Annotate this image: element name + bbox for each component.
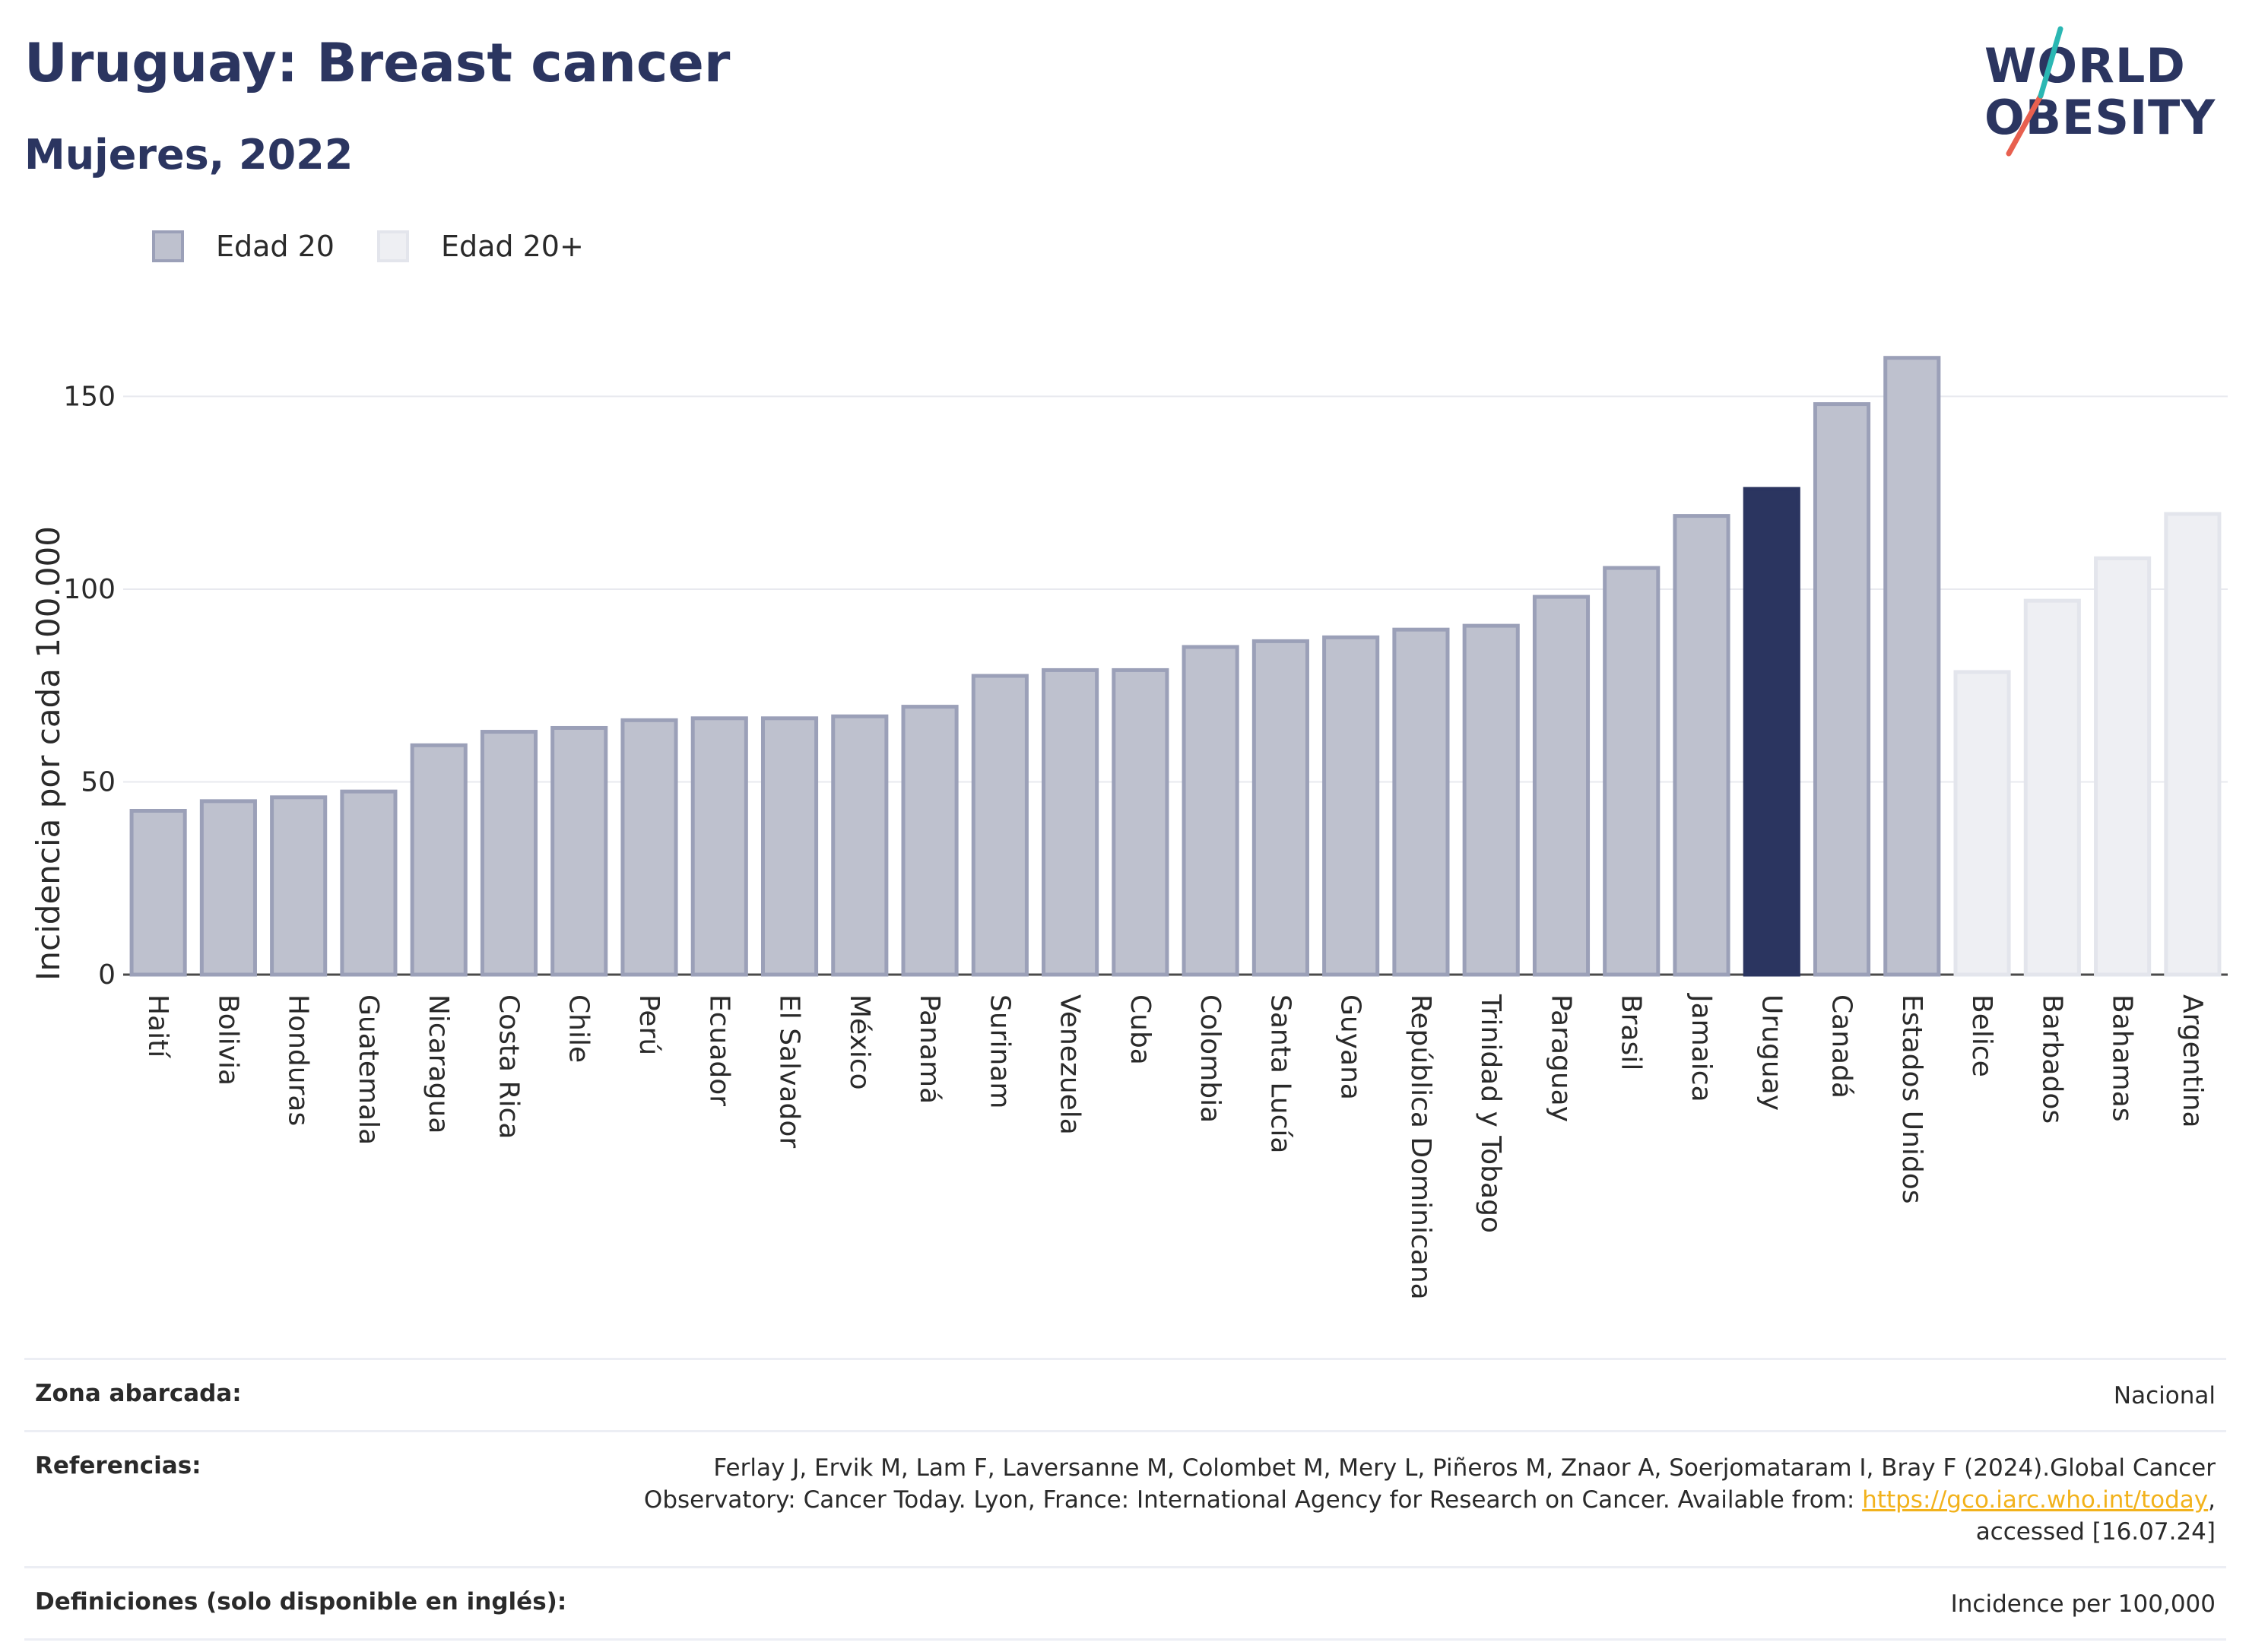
bar[interactable] <box>971 674 1029 977</box>
chart-gridlines <box>123 395 2228 976</box>
logo-slash-icon <box>2006 26 2063 157</box>
x-category-label: Bahamas <box>2107 994 2138 1122</box>
bar[interactable] <box>2164 512 2222 977</box>
bar[interactable] <box>1603 566 1661 977</box>
bar[interactable] <box>480 730 538 977</box>
bar[interactable] <box>1883 356 1941 977</box>
bar[interactable] <box>550 725 608 977</box>
info-row-zona: Zona abarcada: Nacional <box>24 1358 2226 1430</box>
bar[interactable] <box>1813 402 1871 977</box>
x-category-label: Paraguay <box>1545 994 1576 1122</box>
x-category-label: Perú <box>633 994 665 1055</box>
bar[interactable] <box>2023 598 2081 977</box>
bar[interactable] <box>831 714 889 977</box>
legend-item-edad-20[interactable]: Edad 20 <box>152 230 335 263</box>
x-category-label: República Dominicana <box>1405 994 1436 1300</box>
x-category-label: Jamaica <box>1686 993 1717 1102</box>
legend-swatch-edad-20 <box>152 230 184 262</box>
x-category-label: Estados Unidos <box>1896 994 1927 1204</box>
definiciones-label: Definiciones (solo disponible en inglés)… <box>35 1588 567 1616</box>
x-category-label: Venezuela <box>1055 994 1086 1135</box>
bar[interactable] <box>2094 556 2152 977</box>
bar[interactable] <box>620 718 678 977</box>
ref-text-2: , accessed [16.07.24] <box>1975 1486 2216 1546</box>
x-category-label: Chile <box>563 994 595 1063</box>
page-title: Uruguay: Breast cancer <box>24 32 731 94</box>
bar-chart: 0 50 100 150 Haití Bolivia Honduras Guatemala N… <box>30 356 2228 1300</box>
x-category-label: Honduras <box>283 994 314 1126</box>
bar[interactable] <box>1462 623 1520 977</box>
x-category-label: Brasil <box>1616 994 1647 1070</box>
bar[interactable] <box>1042 667 1099 977</box>
x-category-label: Cuba <box>1124 994 1156 1065</box>
chart-legend: Edad 20 Edad 20+ <box>152 227 626 266</box>
definiciones-value: Incidence per 100,000 <box>1950 1590 2216 1618</box>
x-category-label: Surinam <box>984 994 1015 1108</box>
page-subtitle: Mujeres, 2022 <box>24 131 354 179</box>
bar[interactable] <box>1182 645 1239 977</box>
bar[interactable] <box>1673 514 1730 977</box>
x-axis-categories: Haití Bolivia Honduras Guatemala Nicaragua Co… <box>142 993 2208 1300</box>
logo-text-line2: OBESITY <box>1984 90 2216 145</box>
x-category-label: Canadá <box>1826 994 1857 1099</box>
chart-bars <box>129 356 2222 977</box>
x-category-label: Haití <box>142 994 173 1058</box>
x-category-label: Belice <box>1966 994 1997 1077</box>
bar[interactable] <box>270 795 328 977</box>
info-row-definiciones: Definiciones (solo disponible en inglés)… <box>24 1566 2226 1641</box>
y-tick-label: 50 <box>81 766 116 797</box>
x-category-label: Guyana <box>1335 994 1366 1100</box>
bar[interactable] <box>410 743 468 977</box>
bar[interactable] <box>340 789 398 977</box>
x-category-label: Guatemala <box>353 994 384 1145</box>
legend-swatch-edad-20-plus <box>376 230 409 262</box>
referencias-label: Referencias: <box>35 1452 201 1479</box>
info-table: Zona abarcada: Nacional Referencias: Fer… <box>24 1358 2226 1641</box>
bar[interactable] <box>690 716 748 977</box>
zona-value: Nacional <box>2113 1382 2216 1409</box>
bar[interactable] <box>1743 487 1800 977</box>
info-row-referencias: Referencias: Ferlay J, Ervik M, Lam F, L… <box>24 1430 2226 1566</box>
ref-link[interactable]: https://gco.iarc.who.int/today <box>1862 1486 2209 1514</box>
x-category-label: Bolivia <box>212 994 243 1086</box>
legend-item-edad-20-plus[interactable]: Edad 20+ <box>376 230 584 263</box>
x-category-label: Nicaragua <box>423 994 454 1134</box>
logo-text-line1: WORLD <box>1984 38 2186 94</box>
legend-label-edad-20: Edad 20 <box>216 230 335 263</box>
bar[interactable] <box>1112 667 1169 977</box>
bar[interactable] <box>1392 627 1450 977</box>
bar[interactable] <box>1322 635 1380 977</box>
x-category-label: Colombia <box>1194 994 1226 1123</box>
x-category-label: Santa Lucía <box>1264 994 1296 1153</box>
x-category-label: Trinidad y Tobago <box>1475 994 1506 1233</box>
bar[interactable] <box>1953 670 2011 977</box>
bar[interactable] <box>1251 639 1309 977</box>
x-category-label: Ecuador <box>703 994 734 1106</box>
ref-text-1: Ferlay J, Ervik M, Lam F, Laversanne M, … <box>643 1454 2216 1514</box>
bar[interactable] <box>901 705 959 977</box>
x-category-label: Costa Rica <box>493 994 524 1139</box>
world-obesity-logo: WORLD OBESITY <box>1984 23 2235 160</box>
bar[interactable] <box>199 799 257 977</box>
y-tick-label: 0 <box>98 959 116 991</box>
y-axis-title: Incidencia por cada 100.000 <box>30 526 67 981</box>
y-tick-label: 100 <box>63 574 116 605</box>
referencias-value: Ferlay J, Ervik M, Lam F, Laversanne M, … <box>619 1452 2216 1548</box>
zona-label: Zona abarcada: <box>35 1380 242 1407</box>
bar[interactable] <box>1532 595 1591 977</box>
x-category-label: Uruguay <box>1756 994 1787 1111</box>
x-category-label: El Salvador <box>774 994 805 1148</box>
legend-label-edad-20-plus: Edad 20+ <box>440 230 584 263</box>
y-axis-ticks: 0 50 100 150 <box>63 381 116 991</box>
x-category-label: Argentina <box>2177 994 2208 1128</box>
x-category-label: Barbados <box>2036 994 2067 1124</box>
x-category-label: Panamá <box>914 994 945 1104</box>
bar[interactable] <box>760 716 819 977</box>
bar[interactable] <box>129 809 187 977</box>
x-category-label: México <box>844 994 875 1090</box>
y-tick-label: 150 <box>63 381 116 412</box>
